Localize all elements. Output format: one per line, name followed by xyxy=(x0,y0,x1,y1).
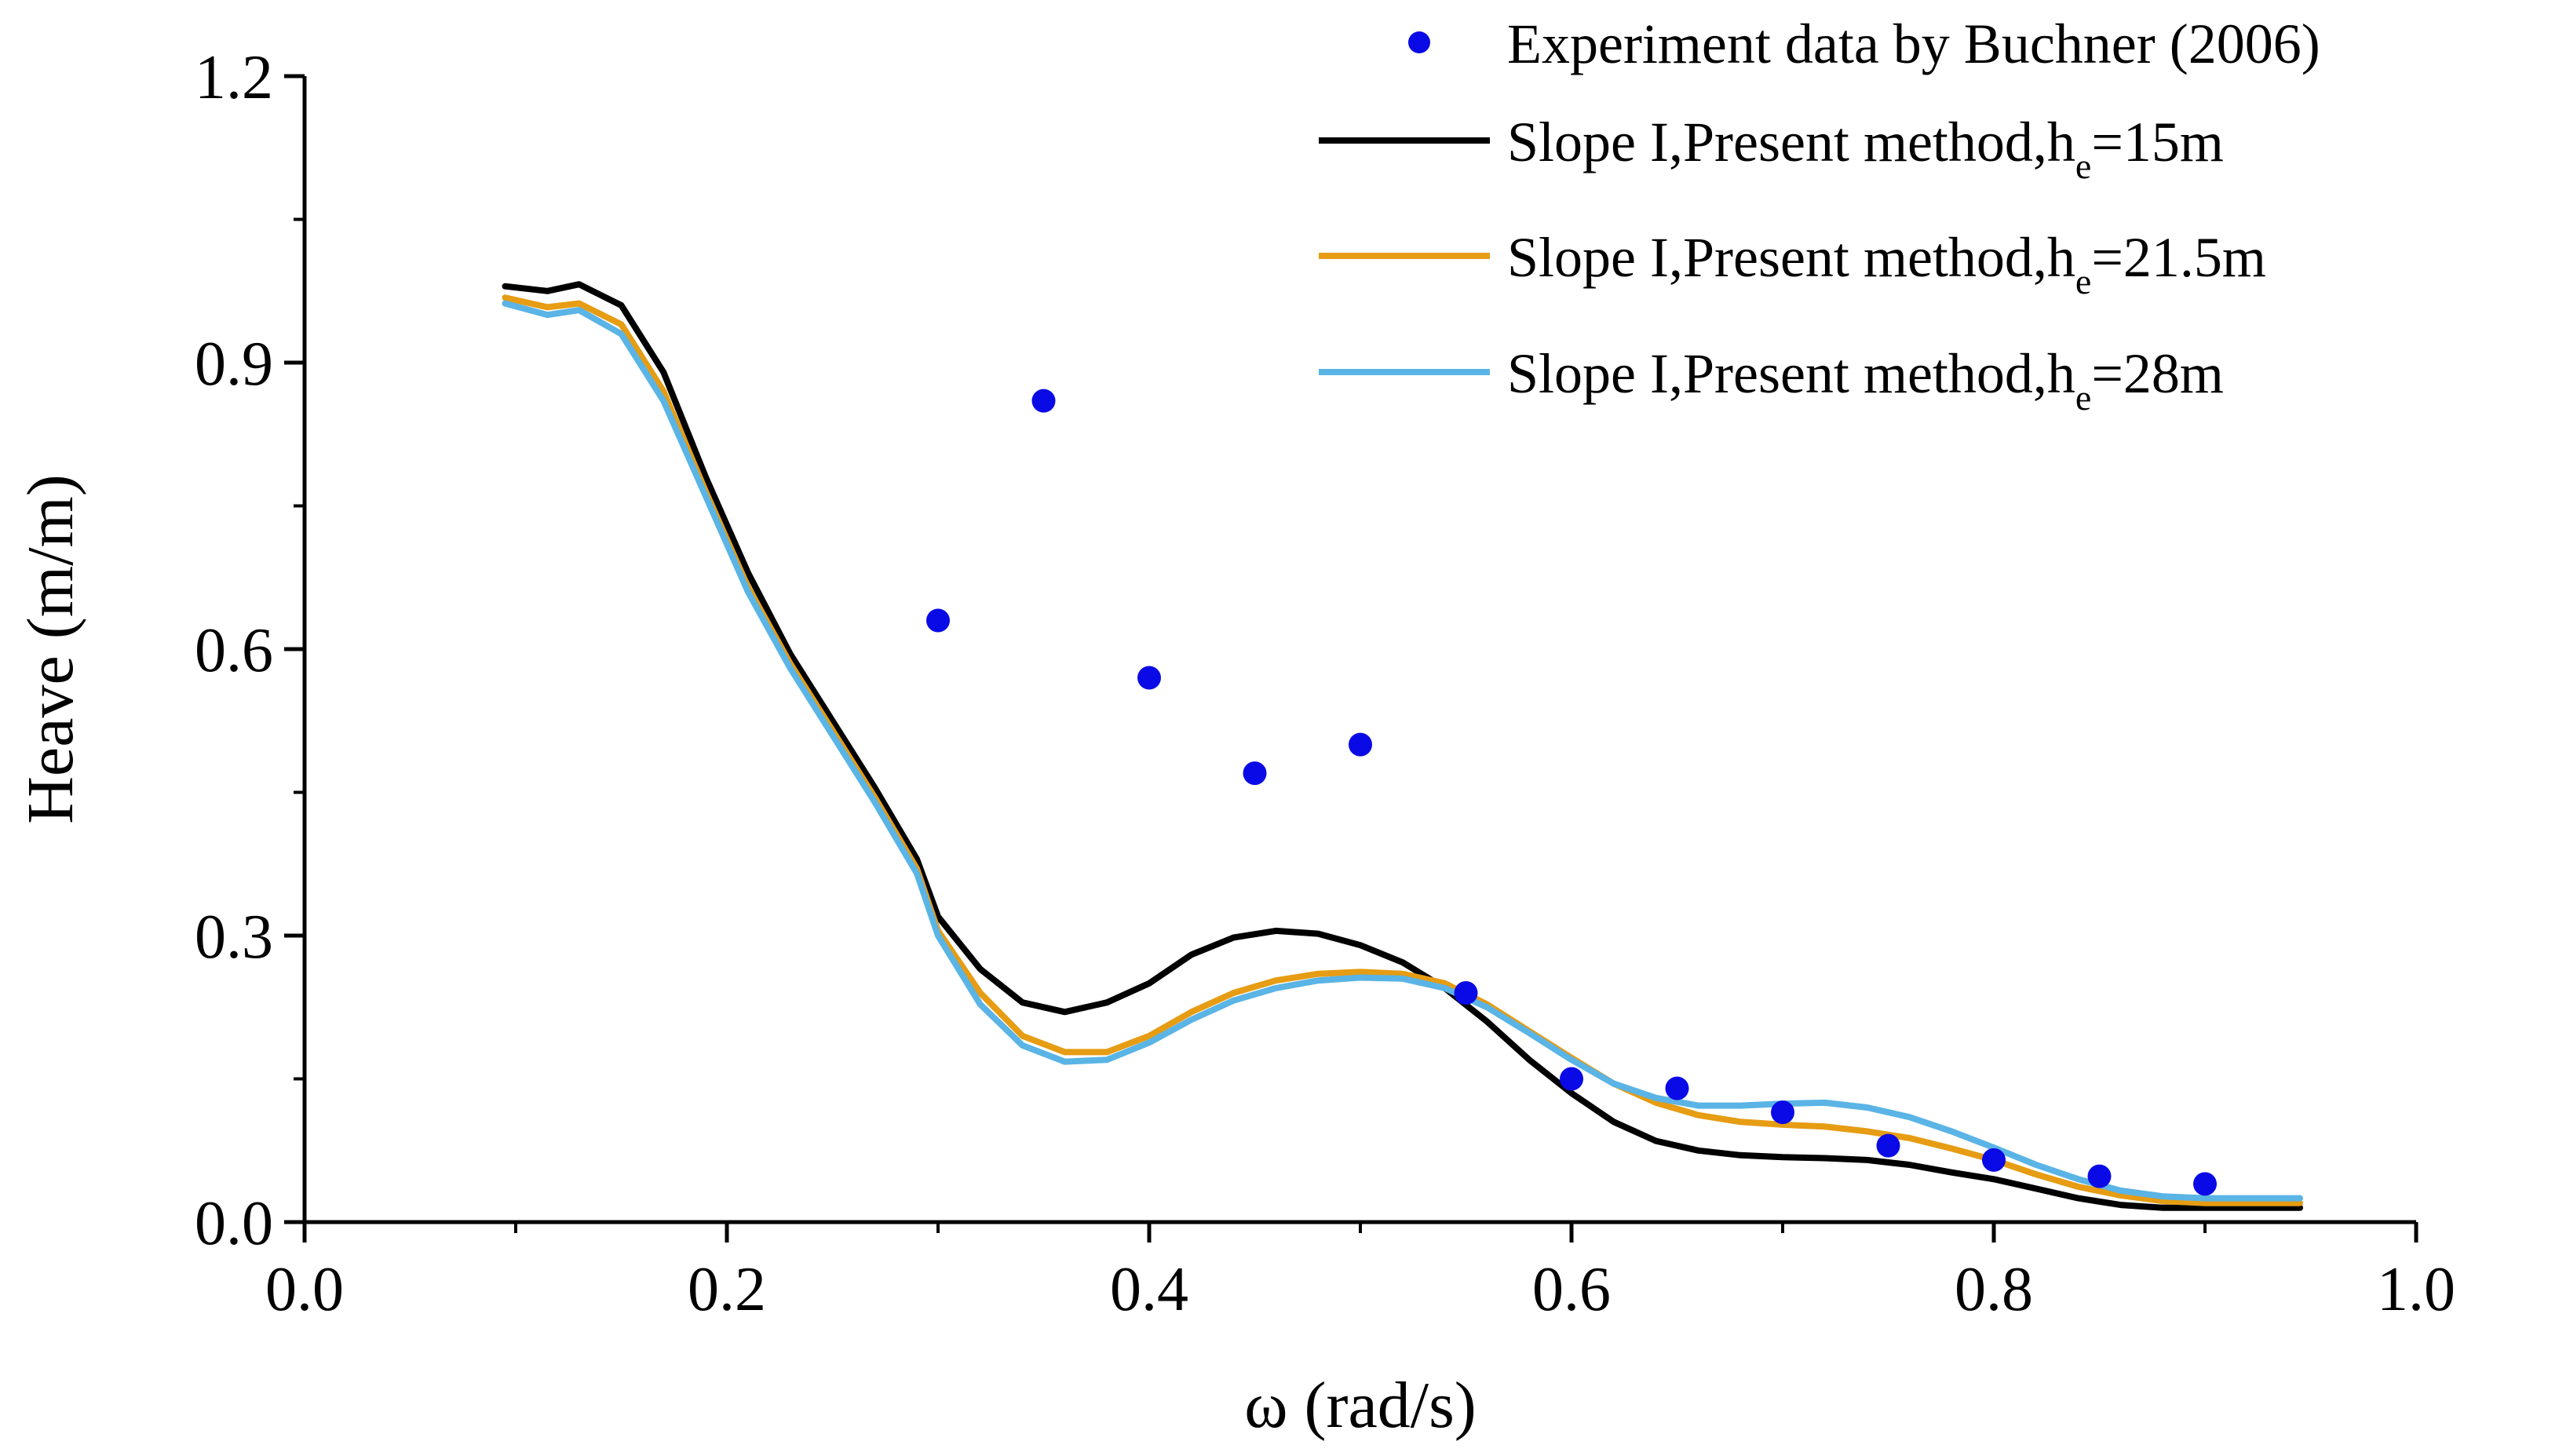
data-point xyxy=(1665,1076,1689,1100)
legend: Experiment data by Buchner (2006) Slope I… xyxy=(1319,13,2320,418)
x-tick-label: 0.4 xyxy=(1110,1255,1188,1324)
data-point xyxy=(2087,1164,2112,1188)
data-point xyxy=(1349,732,1372,757)
legend-label: Slope I,Present method,he=21.5m xyxy=(1507,226,2266,301)
data-point xyxy=(1243,761,1267,786)
series-line-2 xyxy=(502,294,2303,1206)
series-line-3 xyxy=(502,300,2303,1202)
x-tick-label: 0.0 xyxy=(265,1255,344,1324)
data-point xyxy=(1454,981,1478,1005)
x-tick-label: 1.0 xyxy=(2377,1255,2455,1324)
series-layer xyxy=(502,281,2303,1211)
data-point xyxy=(1771,1100,1794,1125)
data-point xyxy=(1031,389,1056,413)
y-tick-label: 0.6 xyxy=(195,616,273,685)
x-axis-title: ω (rad/s) xyxy=(1244,1369,1477,1442)
legend-label: Slope I,Present method,he=15m xyxy=(1507,111,2224,186)
x-tick-label: 0.6 xyxy=(1532,1255,1611,1324)
y-tick-label: 1.2 xyxy=(195,43,273,112)
axes: 0.0 0.2 0.4 0.6 0.8 1.0 0.0 0.3 0.6 0.9 1.2 xyxy=(195,43,2455,1324)
series-line-1 xyxy=(502,281,2303,1211)
data-point xyxy=(1137,666,1161,690)
data-point xyxy=(1876,1133,1900,1158)
legend-label: Experiment data by Buchner (2006) xyxy=(1507,13,2320,75)
x-tick-label: 0.8 xyxy=(1955,1255,2033,1324)
y-tick-label: 0.3 xyxy=(195,903,273,972)
y-tick-label: 0.9 xyxy=(195,330,273,399)
data-point xyxy=(1982,1148,2006,1172)
x-tick-label: 0.2 xyxy=(688,1255,766,1324)
y-axis-title: Heave (m/m) xyxy=(14,474,87,823)
legend-label: Slope I,Present method,he=28m xyxy=(1507,342,2224,418)
legend-marker xyxy=(1408,31,1430,53)
y-tick-label: 0.0 xyxy=(195,1189,273,1258)
data-point xyxy=(2193,1172,2217,1196)
data-point xyxy=(1560,1067,1583,1091)
data-point xyxy=(926,608,950,633)
